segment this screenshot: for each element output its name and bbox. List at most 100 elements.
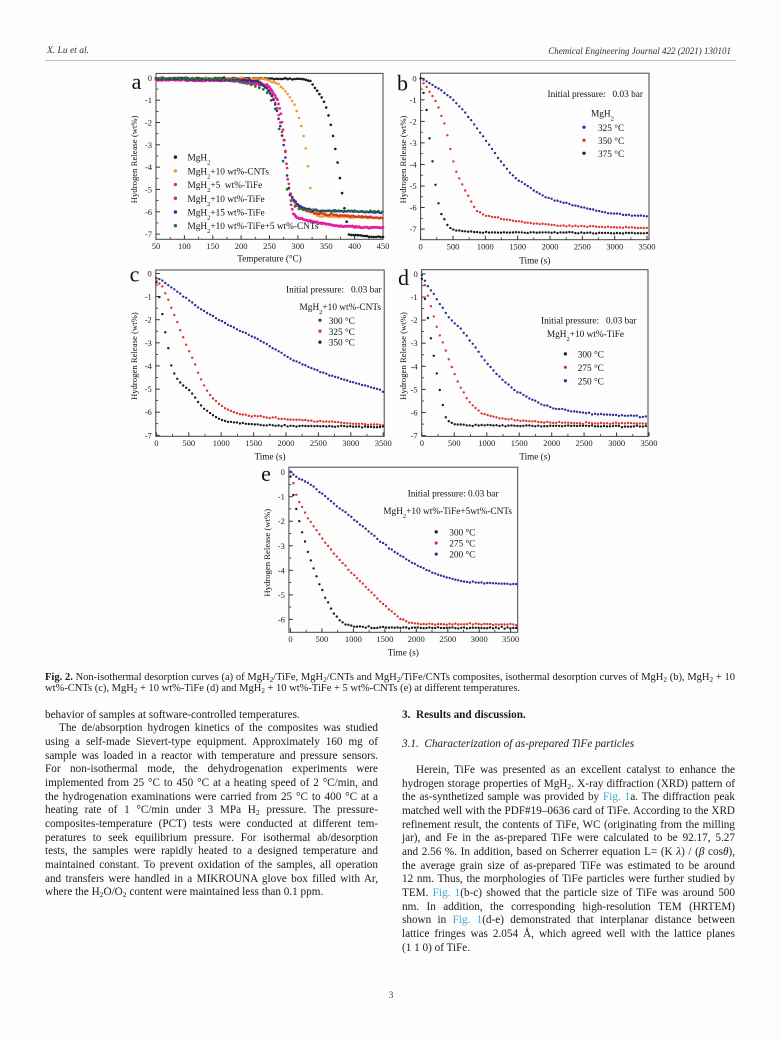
svg-text:-4: -4: [145, 162, 153, 172]
svg-text:-5: -5: [278, 590, 285, 600]
svg-text:3500: 3500: [375, 438, 392, 448]
svg-text:-7: -7: [145, 430, 152, 440]
svg-text:Hydrogen Release (wt%): Hydrogen Release (wt%): [129, 312, 139, 400]
svg-text:-6: -6: [278, 614, 285, 624]
svg-text:2000: 2000: [542, 241, 559, 251]
svg-text:-5: -5: [411, 384, 418, 394]
svg-text:b: b: [397, 71, 408, 96]
svg-text:350 °C: 350 °C: [598, 136, 624, 147]
svg-text:Initial pressure: 0.03 bar: Initial pressure: 0.03 bar: [408, 489, 500, 499]
svg-text:0: 0: [412, 73, 416, 83]
svg-text:-6: -6: [410, 203, 417, 213]
svg-text:a: a: [132, 69, 142, 94]
svg-text:2000: 2000: [278, 438, 295, 448]
svg-text:Initial pressure: 0.03 bar: Initial pressure: 0.03 bar: [541, 317, 637, 327]
svg-text:-2: -2: [278, 516, 285, 526]
svg-text:MgH2+10 wt%-TiFe+5 wt%-CNTs: MgH2+10 wt%-TiFe+5 wt%-CNTs: [188, 222, 319, 235]
svg-text:150: 150: [206, 241, 219, 251]
svg-text:-6: -6: [145, 207, 152, 217]
svg-text:-4: -4: [411, 361, 419, 371]
svg-text:-2: -2: [145, 315, 152, 325]
svg-text:MgH2: MgH2: [188, 154, 211, 167]
svg-text:300 °C: 300 °C: [449, 528, 475, 539]
svg-text:MgH2+10 wt%-TiFe: MgH2+10 wt%-TiFe: [188, 195, 265, 208]
svg-text:3500: 3500: [641, 438, 658, 448]
svg-text:-5: -5: [145, 384, 152, 394]
svg-text:1000: 1000: [345, 634, 362, 644]
svg-text:1000: 1000: [213, 438, 230, 448]
svg-text:Temperature (°C): Temperature (°C): [237, 254, 302, 264]
svg-text:Time (s): Time (s): [519, 452, 550, 462]
svg-text:1500: 1500: [245, 438, 262, 448]
svg-text:200 °C: 200 °C: [449, 550, 475, 561]
svg-text:Hydrogen Release (wt%): Hydrogen Release (wt%): [398, 115, 408, 203]
svg-text:2500: 2500: [439, 634, 456, 644]
svg-text:MgH2+10 wt%-TiFe+5wt%-CNTs: MgH2+10 wt%-TiFe+5wt%-CNTs: [383, 507, 512, 520]
svg-text:200: 200: [235, 241, 248, 251]
svg-text:2500: 2500: [574, 241, 591, 251]
svg-text:-4: -4: [145, 361, 153, 371]
svg-text:0: 0: [154, 438, 158, 448]
svg-text:-3: -3: [411, 338, 418, 348]
svg-text:-1: -1: [410, 95, 417, 105]
svg-text:50: 50: [152, 241, 161, 251]
svg-text:1000: 1000: [478, 438, 495, 448]
svg-text:-3: -3: [410, 138, 417, 148]
svg-text:2000: 2000: [408, 634, 425, 644]
svg-text:450: 450: [377, 241, 390, 251]
svg-text:Time (s): Time (s): [519, 256, 550, 266]
svg-text:-6: -6: [411, 408, 418, 418]
svg-text:Initial pressure: 0.03 bar: Initial pressure: 0.03 bar: [286, 286, 382, 296]
svg-text:500: 500: [447, 241, 460, 251]
svg-text:275 °C: 275 °C: [449, 539, 475, 550]
svg-text:MgH2+10 wt%-CNTs: MgH2+10 wt%-CNTs: [188, 167, 270, 180]
svg-text:1500: 1500: [509, 241, 526, 251]
svg-text:MgH2+15 wt%-TiFe: MgH2+15 wt%-TiFe: [188, 208, 265, 221]
svg-text:0: 0: [148, 73, 152, 83]
svg-text:0: 0: [413, 269, 417, 279]
svg-text:Initial pressure: 0.03 bar: Initial pressure: 0.03 bar: [547, 90, 643, 100]
svg-text:-1: -1: [145, 95, 152, 105]
svg-text:3500: 3500: [639, 241, 656, 251]
svg-text:500: 500: [182, 438, 195, 448]
svg-text:300: 300: [292, 241, 305, 251]
svg-text:1500: 1500: [511, 438, 528, 448]
svg-text:3000: 3000: [606, 241, 623, 251]
svg-text:0: 0: [281, 467, 285, 477]
svg-text:-1: -1: [411, 292, 418, 302]
svg-text:500: 500: [316, 634, 329, 644]
svg-text:-7: -7: [411, 431, 418, 441]
svg-text:500: 500: [448, 438, 461, 448]
svg-text:c: c: [130, 262, 140, 287]
svg-text:-5: -5: [145, 184, 152, 194]
svg-text:1000: 1000: [477, 241, 494, 251]
svg-text:0: 0: [418, 241, 422, 251]
svg-text:2500: 2500: [576, 438, 593, 448]
svg-text:-7: -7: [145, 229, 152, 239]
svg-text:375 °C: 375 °C: [598, 149, 624, 160]
svg-text:-7: -7: [410, 224, 417, 234]
svg-text:3000: 3000: [608, 438, 625, 448]
svg-text:-6: -6: [145, 407, 152, 417]
svg-text:0: 0: [420, 438, 424, 448]
svg-text:d: d: [398, 265, 409, 290]
svg-text:MgH2: MgH2: [591, 110, 614, 123]
svg-text:-5: -5: [410, 181, 417, 191]
svg-text:Hydrogen Release (wt%): Hydrogen Release (wt%): [129, 115, 139, 203]
svg-text:e: e: [261, 461, 271, 486]
svg-text:MgH2+5 wt%-TiFe: MgH2+5 wt%-TiFe: [188, 181, 263, 194]
svg-text:-2: -2: [145, 118, 152, 128]
svg-text:250 °C: 250 °C: [578, 376, 604, 387]
svg-text:3000: 3000: [471, 634, 488, 644]
svg-text:-3: -3: [278, 541, 285, 551]
svg-text:-3: -3: [145, 338, 152, 348]
svg-text:-4: -4: [410, 160, 418, 170]
svg-text:400: 400: [348, 241, 361, 251]
svg-text:-4: -4: [278, 565, 286, 575]
svg-text:Time (s): Time (s): [388, 648, 419, 658]
svg-text:100: 100: [178, 241, 191, 251]
svg-text:0: 0: [288, 634, 292, 644]
svg-text:1500: 1500: [376, 634, 393, 644]
svg-text:MgH2+10 wt%-TiFe: MgH2+10 wt%-TiFe: [547, 330, 624, 343]
svg-text:325 °C: 325 °C: [598, 123, 624, 134]
